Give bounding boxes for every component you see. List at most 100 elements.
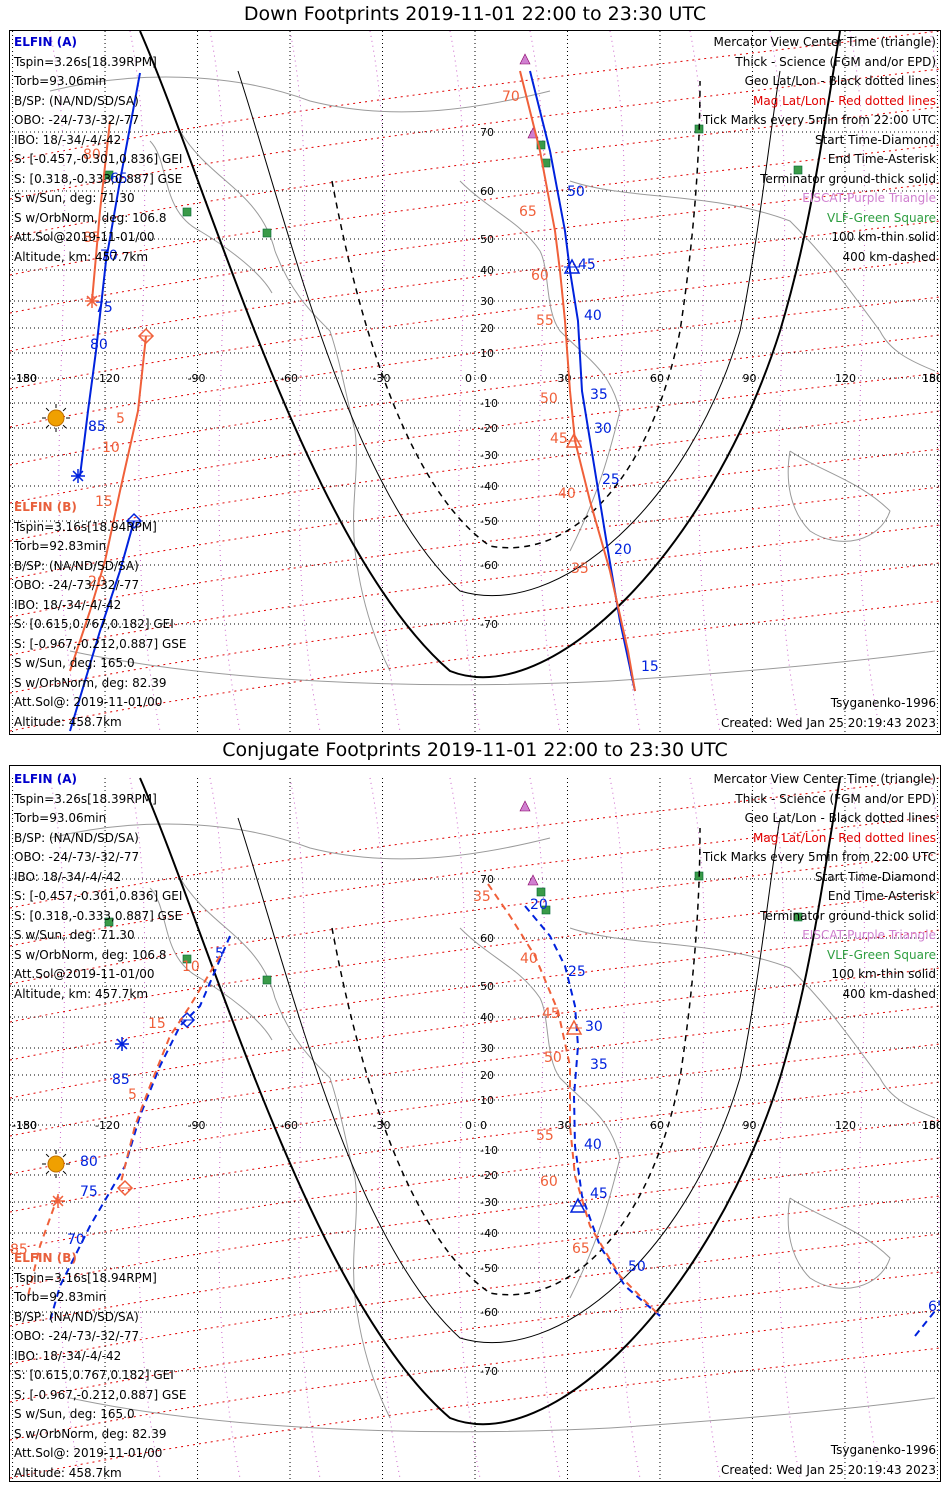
elfin-a-header: ELFIN (A) bbox=[14, 35, 77, 49]
mag-lat-line bbox=[10, 967, 940, 1099]
mag-lat-line bbox=[10, 777, 940, 909]
info-line: S w/Sun, deg: 71.30 bbox=[14, 928, 135, 942]
info-line: S: [0.318,-0.333,0.887] GSE bbox=[14, 171, 183, 186]
vlf-square bbox=[793, 165, 803, 175]
track-time-label: 10 bbox=[102, 440, 120, 456]
info-line: S: [-0.457,-0.301,0.836] GEI bbox=[14, 152, 183, 166]
down-footprints-map: -180-150-120-90-60-300306090120150180706… bbox=[9, 30, 941, 735]
map-canvas: -180-150-120-90-60-300306090120150180706… bbox=[10, 777, 940, 1481]
legend-item: Mercator View Center Time (triangle) bbox=[713, 35, 936, 49]
track-time-label: 35 bbox=[571, 561, 589, 577]
elfin-a-info: ELFIN (A) Tspin=3.26s[18.39RPM] Torb=93.… bbox=[14, 33, 182, 267]
lon-label: -120 bbox=[95, 1119, 120, 1132]
lat-label: -40 bbox=[480, 480, 498, 493]
lat-label: 70 bbox=[480, 126, 494, 139]
track-time-label: 85 bbox=[83, 230, 101, 246]
coastline bbox=[69, 650, 936, 686]
legend-item: Mag Lat/Lon - Red dotted lines bbox=[752, 830, 936, 845]
info-line: Tspin=3.26s[18.39RPM] bbox=[14, 54, 157, 69]
track-time-label: 15 bbox=[148, 1016, 166, 1032]
mag-lat-line bbox=[10, 220, 940, 352]
end-asterisk bbox=[86, 295, 98, 307]
track-time-label: 30 bbox=[585, 1019, 603, 1035]
conjugate-footprints-map: -180-150-120-90-60-300306090120150180706… bbox=[9, 765, 941, 1482]
mag-lat-line bbox=[10, 1309, 940, 1441]
legend-item: 400 km-dashed bbox=[842, 986, 936, 1001]
legend-item: Geo Lat/Lon - Black dotted lines bbox=[744, 74, 936, 88]
mag-lat-line bbox=[10, 562, 940, 694]
legend-item: Terminator ground-thick solid bbox=[760, 908, 936, 923]
legend-item: Mercator View Center Time (triangle) bbox=[713, 772, 936, 786]
lat-label: -70 bbox=[480, 618, 498, 631]
track-time-label: 85 bbox=[10, 1242, 28, 1258]
mag-lat-line bbox=[10, 853, 940, 985]
elfin-a-track bbox=[914, 1310, 936, 1337]
elfin-b-header: ELFIN (B) bbox=[14, 500, 77, 514]
lon-label: 0 bbox=[465, 372, 472, 385]
mag-lat-line bbox=[10, 296, 940, 428]
lon-label: 60 bbox=[650, 372, 664, 385]
elfin-b-track bbox=[119, 955, 221, 1187]
info-line: Torb=93.06min bbox=[14, 74, 107, 88]
lon-label: 60 bbox=[650, 1119, 664, 1132]
track-time-label: 45 bbox=[590, 1186, 608, 1202]
legend-item: Start Time-Diamond bbox=[814, 132, 936, 147]
vlf-square bbox=[262, 975, 272, 985]
info-line: S: [0.615,0.767,0.182] GEI bbox=[14, 1368, 174, 1382]
track-time-label: 50 bbox=[567, 184, 585, 200]
coastline bbox=[49, 76, 551, 113]
mag-lat-line bbox=[10, 1081, 940, 1213]
info-line: Torb=92.83min bbox=[14, 539, 107, 553]
track-time-label: 5 bbox=[215, 946, 224, 962]
mag-lat-line bbox=[10, 486, 940, 618]
sun-ray bbox=[62, 424, 67, 429]
info-line: OBO: -24/-73/-32/-77 bbox=[14, 578, 140, 592]
created-label: Created: Wed Jan 25 20:19:43 2023 bbox=[721, 716, 936, 730]
mag-lat-line bbox=[10, 258, 940, 390]
map-legend: Mercator View Center Time (triangle) Thi… bbox=[703, 33, 936, 267]
sun-ray bbox=[62, 1170, 67, 1175]
info-line: B/SP: (NA/ND/SD/SA) bbox=[14, 558, 139, 573]
mag-lat-line bbox=[10, 1195, 940, 1327]
elfin-a-info: ELFIN (A) Tspin=3.26s[18.39RPM] Torb=93.… bbox=[14, 770, 182, 1004]
terminator-line bbox=[139, 31, 841, 678]
info-line: Altitude, km: 457.7km bbox=[14, 249, 149, 264]
lon-label: -180 bbox=[12, 372, 37, 385]
elfin-a-track bbox=[524, 905, 661, 1317]
sun-ray bbox=[45, 424, 50, 429]
info-line: Altitude, km: 457.7km bbox=[14, 986, 149, 1001]
lat-label: -30 bbox=[480, 1196, 498, 1209]
info-line: Att.Sol@2019-11-01/00 bbox=[14, 967, 155, 981]
lat-label: 40 bbox=[480, 1011, 494, 1024]
track-time-label: 50 bbox=[544, 1050, 562, 1066]
info-line: B/SP: (NA/ND/SD/SA) bbox=[14, 93, 139, 108]
legend-item: Thick - Science (FGM and/or EPD) bbox=[735, 54, 936, 69]
legend-item: 400 km-dashed bbox=[842, 249, 936, 264]
elfin-a-header: ELFIN (A) bbox=[14, 772, 77, 786]
info-line: IBO: 18/-34/-4/-42 bbox=[14, 869, 122, 884]
legend-item: Mag Lat/Lon - Red dotted lines bbox=[752, 93, 936, 108]
mag-lon-line bbox=[609, 777, 641, 1479]
info-line: Torb=92.83min bbox=[14, 1290, 107, 1304]
lat-label: -70 bbox=[480, 1365, 498, 1378]
legend-item: End Time-Asterisk bbox=[827, 152, 936, 166]
track-time-label: 5 bbox=[116, 411, 125, 427]
track-time-label: 70 bbox=[100, 248, 118, 264]
info-line: Tspin=3.26s[18.39RPM] bbox=[14, 791, 157, 806]
track-time-label: 75 bbox=[95, 300, 113, 316]
mag-lat-line bbox=[10, 524, 940, 656]
track-time-label: 65 bbox=[519, 204, 537, 220]
sun-ray bbox=[45, 407, 50, 412]
info-line: S w/Sun, deg: 71.30 bbox=[14, 191, 135, 205]
legend-item: Terminator ground-thick solid bbox=[760, 171, 936, 186]
mag-lat-line bbox=[10, 1233, 940, 1365]
vlf-square bbox=[104, 917, 114, 927]
coastline bbox=[179, 130, 391, 672]
mag-lat-line bbox=[10, 1157, 940, 1289]
coastline bbox=[179, 877, 391, 1419]
mag-lat-line bbox=[10, 1347, 940, 1479]
lat-label: -20 bbox=[480, 1169, 498, 1182]
lon-label: 180 bbox=[922, 1119, 940, 1132]
lat-label: 10 bbox=[480, 347, 494, 360]
info-line: IBO: 18/-34/-4/-42 bbox=[14, 1348, 122, 1363]
